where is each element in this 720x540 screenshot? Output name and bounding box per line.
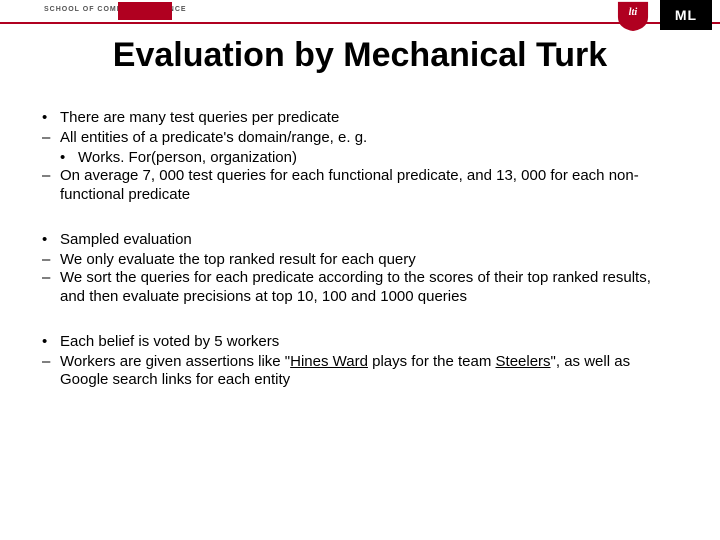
- slide-body: •There are many test queries per predica…: [0, 75, 720, 390]
- svg-text:lti: lti: [629, 7, 638, 18]
- bullet-level-1: •There are many test queries per predica…: [42, 109, 678, 205]
- cmu-logo: [118, 2, 172, 20]
- bullet-level-1: •Each belief is voted by 5 workers–Worke…: [42, 333, 678, 390]
- bullet-level-2: –We sort the queries for each predicate …: [42, 269, 678, 307]
- bullet-level-2: –Workers are given assertions like "Hine…: [42, 353, 678, 391]
- slide-title: Evaluation by Mechanical Turk: [0, 36, 720, 75]
- bullet-level-2: –We only evaluate the top ranked result …: [42, 251, 678, 270]
- bullet-level-2: –All entities of a predicate's domain/ra…: [42, 129, 678, 168]
- bullet-level-1: •Sampled evaluation–We only evaluate the…: [42, 231, 678, 307]
- ml-logo: ML: [660, 0, 712, 30]
- slide-header: SCHOOL OF COMPUTER SCIENCE lti ML: [0, 0, 720, 28]
- lti-logo-icon: lti: [614, 0, 652, 32]
- header-rule: [0, 22, 720, 24]
- bullet-level-2: –On average 7, 000 test queries for each…: [42, 167, 678, 205]
- bullet-level-3: •Works. For(person, organization): [42, 149, 678, 168]
